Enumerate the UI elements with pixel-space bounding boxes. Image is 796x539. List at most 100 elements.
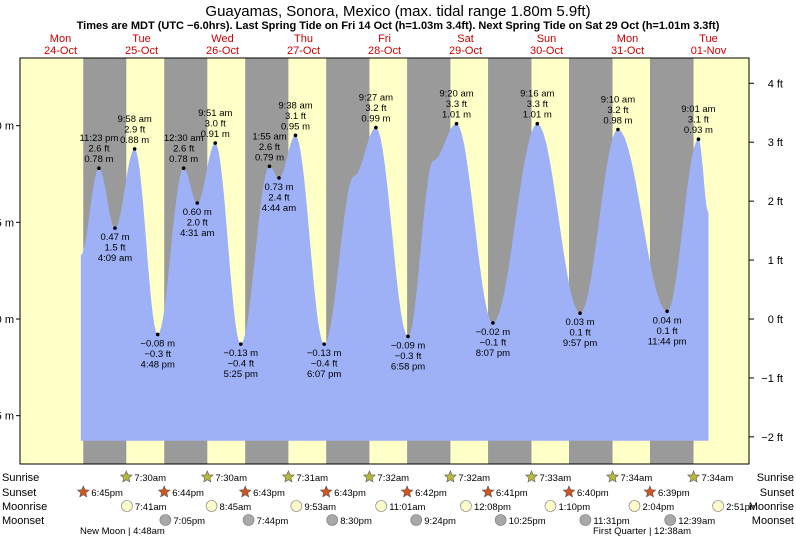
day-name: Thu xyxy=(294,33,313,45)
sunset-icon xyxy=(481,485,495,498)
row-label-left: Sunrise xyxy=(2,472,39,484)
moon-phase-note: New Moon | 4:48am xyxy=(80,526,165,537)
tide-label: 4:31 am xyxy=(180,228,214,239)
right-tick-label: −2 ft xyxy=(761,432,783,444)
tide-label: 9:57 pm xyxy=(563,338,597,349)
sunrise-icon xyxy=(362,470,376,483)
tide-label: 1.5 ft xyxy=(104,243,125,254)
moonset-icon xyxy=(494,514,507,526)
tide-label: 0.98 m xyxy=(603,116,632,127)
day-name: Sat xyxy=(457,33,474,45)
chart-subtitle: Times are MDT (UTC −6.0hrs). Last Spring… xyxy=(77,20,720,32)
moonset-icon xyxy=(579,514,592,526)
day-name: Fri xyxy=(378,33,391,45)
tide-label: 0.03 m xyxy=(566,317,595,328)
day-date: 27-Oct xyxy=(287,45,320,57)
sunset-icon xyxy=(238,485,252,498)
sunrise-time: 7:34am xyxy=(702,473,734,484)
tide-label: 8:07 pm xyxy=(476,348,510,359)
tide-label: 0.91 m xyxy=(201,129,230,140)
day-name: Sun xyxy=(537,33,557,45)
tide-label: 3.2 ft xyxy=(607,105,628,116)
tide-point xyxy=(696,137,701,141)
tide-label: 2.9 ft xyxy=(124,124,145,135)
tide-label: 9:58 am xyxy=(117,114,151,125)
moonset-time: 8:30pm xyxy=(340,516,372,527)
tide-label: 0.78 m xyxy=(169,154,198,165)
tide-label: 0.88 m xyxy=(120,135,149,146)
moonrise-icon xyxy=(712,500,724,512)
tide-label: 2.6 ft xyxy=(88,144,109,155)
tide-point xyxy=(454,121,459,126)
row-label-right: Sunset xyxy=(760,487,794,499)
moonset-time: 11:31pm xyxy=(593,516,629,527)
sunrise-icon xyxy=(119,470,133,483)
tide-point xyxy=(113,226,117,230)
tide-point xyxy=(195,201,200,205)
tide-point xyxy=(238,342,243,346)
tide-point xyxy=(181,166,186,170)
moonset-time: 9:24pm xyxy=(424,516,456,527)
tide-curve xyxy=(80,123,709,441)
sunset-icon xyxy=(643,485,657,498)
tide-label: 3.3 ft xyxy=(446,99,467,110)
axes: 1.0 m 0.5 m 0.0 m −0.5 m 4 ft 3 ft 2 ft 1 ft 0 f… xyxy=(0,57,783,465)
tide-label: 2.6 ft xyxy=(259,142,280,153)
day-name: Tue xyxy=(699,33,718,45)
tide-point xyxy=(213,141,218,145)
right-tick-label: −1 ft xyxy=(761,373,783,385)
day-date: 26-Oct xyxy=(206,45,239,57)
tide-point xyxy=(665,309,669,314)
left-tick-label: 0.0 m xyxy=(0,314,14,326)
sunset-time: 6:40pm xyxy=(577,488,609,499)
moonset-icon xyxy=(410,514,423,526)
sunset-icon xyxy=(76,485,90,498)
tide-label: 0.93 m xyxy=(684,125,713,136)
tide-label: −0.4 ft xyxy=(311,359,338,370)
moonrise-time: 8:45am xyxy=(220,502,252,513)
moonrise-icon xyxy=(544,500,557,512)
tide-label: −0.13 m xyxy=(223,348,258,359)
tide-label: 9:38 am xyxy=(278,100,312,111)
tide-label: −0.02 m xyxy=(476,327,511,338)
moonset-time: 7:05pm xyxy=(173,516,205,527)
day-date: 25-Oct xyxy=(125,45,158,57)
day-date: 01-Nov xyxy=(691,45,727,57)
tide-label: 1:55 am xyxy=(252,131,286,142)
moonrise-time: 2:51pm xyxy=(726,502,758,513)
moonrise-time: 11:01am xyxy=(389,502,425,513)
row-label-right: Sunrise xyxy=(757,472,794,484)
tide-label: 3.1 ft xyxy=(285,111,306,122)
sunrise-icon xyxy=(443,470,457,483)
tide-label: 0.60 m xyxy=(183,207,212,218)
tide-point xyxy=(155,332,160,337)
tide-label: 5:25 pm xyxy=(224,369,258,380)
sunrise-icon xyxy=(200,470,214,483)
moonrise-icon xyxy=(121,500,133,512)
sunset-time: 6:44pm xyxy=(172,488,204,499)
tide-label: 11:23 pm xyxy=(79,133,118,144)
sunrise-time: 7:30am xyxy=(215,473,247,484)
sunset-icon xyxy=(319,485,333,498)
sunrise-icon xyxy=(606,470,620,483)
day-name: Mon xyxy=(617,33,638,45)
left-tick-label: 1.0 m xyxy=(0,121,14,133)
tide-label: 9:51 am xyxy=(198,108,232,119)
left-tick-label: 0.5 m xyxy=(0,217,14,229)
tide-point xyxy=(406,334,410,339)
tide-label: 3.1 ft xyxy=(688,115,709,126)
tide-label: 0.79 m xyxy=(255,152,284,163)
tide-label: 2.0 ft xyxy=(187,218,208,229)
tide-label: 9:01 am xyxy=(681,104,715,115)
moonset-icon xyxy=(242,514,255,526)
tide-label: 0.04 m xyxy=(653,315,682,326)
right-tick-label: 1 ft xyxy=(768,255,783,267)
tide-label: 0.95 m xyxy=(281,121,310,132)
day-date: 31-Oct xyxy=(611,45,644,57)
tide-label: 1.01 m xyxy=(523,110,552,121)
sunset-time: 6:43pm xyxy=(334,488,366,499)
sunrise-icon xyxy=(525,470,538,483)
moonrise-icon xyxy=(205,500,218,512)
moon-phase-note: First Quarter | 12:38am xyxy=(593,526,691,537)
row-label-left: Moonset xyxy=(2,515,44,527)
